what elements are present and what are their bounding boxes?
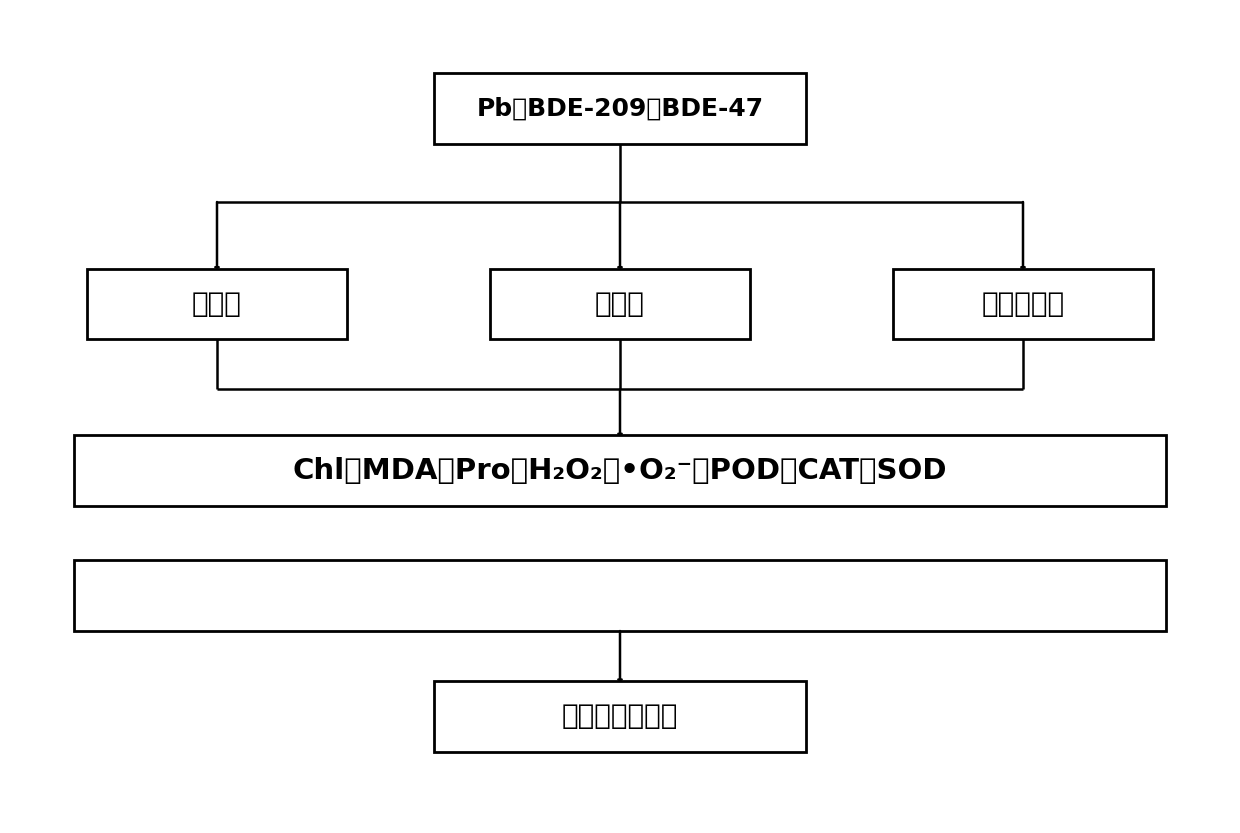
Bar <box>490 269 750 340</box>
Bar <box>74 435 1166 506</box>
Text: Pb、BDE-209、BDE-47: Pb、BDE-209、BDE-47 <box>476 97 764 120</box>
Text: Chl、MDA、Pro、H₂O₂、•O₂⁻、POD、CAT、SOD: Chl、MDA、Pro、H₂O₂、•O₂⁻、POD、CAT、SOD <box>293 456 947 485</box>
Bar <box>434 73 806 144</box>
Bar <box>434 681 806 751</box>
Bar <box>74 561 1166 631</box>
Text: 大灰藓: 大灰藓 <box>192 290 242 318</box>
Text: 大羽藓: 大羽藓 <box>595 290 645 318</box>
Bar <box>893 269 1153 340</box>
Bar <box>87 269 347 340</box>
Text: 对苔藓生理响应: 对苔藓生理响应 <box>562 702 678 731</box>
Text: 尖叶走灯藓: 尖叶走灯藓 <box>981 290 1065 318</box>
